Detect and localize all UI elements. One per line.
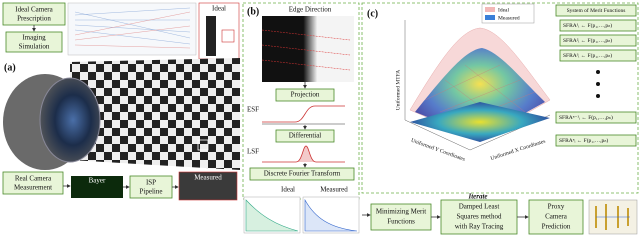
panel-c: (c) Ideal Measured Uniformed MTFA Unifor… [361,2,639,194]
panel-label: (c) [367,8,378,19]
iterate-label: Iterate [467,193,487,201]
simulation-label: Imaging [22,34,46,42]
projection-box [275,88,335,102]
ideal-patch [206,16,216,56]
measurement-box [2,171,64,195]
esf-label: ESF [247,106,259,114]
ellipsis-dot [596,94,600,98]
merit-box [559,49,637,62]
merit-box [559,34,637,47]
merit-function: SFRA³ᵢ ← F(p₁,…,pₙ) [563,52,612,59]
pipeline: Iterate Minimizing Merit Functions Dampe… [362,193,638,235]
differential-box [275,129,335,143]
legend-swatch [485,7,495,12]
panel-label: (b) [247,6,259,17]
legend-label: Ideal [498,7,509,13]
minimize-box [370,203,432,231]
dls-label: with Ray Tracing [455,223,504,231]
proxy-label: Prediction [542,223,571,231]
merit-title-box [555,4,637,17]
legend-swatch [485,15,495,20]
ellipsis-dot [596,70,600,74]
panel-border [361,2,639,194]
merit-function: SFRAⁿᵢ ← F(p₁,…,pₙ) [559,137,608,144]
y-axis-label: Uniformed Y Coordinates [410,137,466,163]
prescription-label: Prescription [17,15,51,23]
dls-label: Damped Least [459,203,500,211]
panel-label: (a) [4,62,16,73]
legend-label: Measured [498,15,520,21]
ray-diagram [67,2,197,56]
dls-box [440,199,518,235]
lsf-curve [262,145,345,163]
edge-direction-label: Edge Direction [289,6,332,14]
dls-label: Squares method [457,213,502,221]
measured-mtf [304,198,358,232]
lens [39,77,101,163]
dft-box [249,167,355,181]
merit-function: SFRA²ᵢ ← F(p₁,…,pₙ) [563,37,612,44]
measurement-label: Measurement [14,184,52,192]
minimize-label: Functions [387,218,415,226]
ideal-zoom [221,29,235,43]
simulation-label: Simulation [19,43,50,51]
merit-title: System of Merit Functions [567,7,626,14]
dft-label: Discrete Fourier Transform [264,170,341,178]
ideal-label: Ideal [281,186,295,194]
minimize-label: Minimizing Merit [376,208,426,216]
differential-label: Differential [289,132,322,140]
merit-function: SFRA¹ᵢ ← F(p₁,…,pₙ) [563,22,612,29]
panel-border [242,2,360,200]
merit-box [555,111,637,124]
projection-lines [261,29,351,71]
x-axis-label: Uniformed X Coordinates [490,138,547,162]
base-heatmap [410,102,550,142]
checkerboard [70,58,240,170]
ideal-label: Ideal [212,5,226,13]
axes-box [404,20,551,151]
bayer-image [71,176,123,198]
measured-label: Measured [320,186,348,194]
lsf-label: LSF [247,148,259,156]
esf-curve [262,105,345,123]
proxy-label: Camera [545,213,568,221]
ellipsis-dot [596,82,600,86]
z-axis-label: Uniformed MTFA [394,70,401,110]
measured-image [178,171,238,201]
merit-box [555,134,637,147]
rays [74,7,191,45]
isp-label: ISP [146,179,156,187]
roi [197,139,209,151]
panel-a: Ideal Camera Prescription Imaging Simula… [2,2,240,201]
merit-box [559,19,637,32]
merit-function: SFRAⁿ⁻¹ᵢ ← F(p₁,…,pₙ) [559,114,613,121]
rays [74,11,191,49]
proxy-label: Proxy [548,203,565,211]
measured-label: Measured [194,174,222,182]
ideal-mtf [245,199,299,232]
simulation-box [5,31,63,53]
measurement-label: Real Camera [15,175,52,183]
panel-b: (b) Edge Direction Projection ESF Differ… [242,2,360,234]
proxy-box [528,199,584,235]
prescription-label: Ideal Camera [15,6,53,14]
projection-label: Projection [291,91,320,99]
isp-label: Pipeline [140,188,163,196]
edge-image [262,16,354,82]
bayer-label: Bayer [89,177,106,185]
